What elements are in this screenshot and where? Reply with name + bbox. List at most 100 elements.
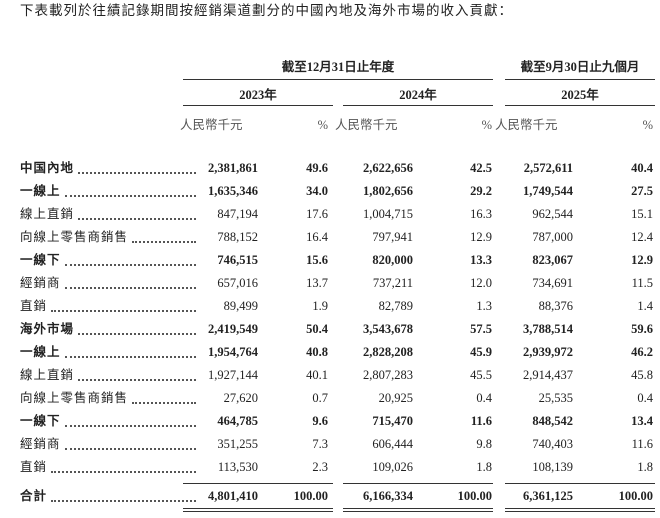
leader-dots: [78, 172, 196, 174]
period-header: 截至12月31日止年度: [281, 60, 395, 74]
percent-cell: 12.9: [631, 253, 653, 267]
amount-cell: 1,927,144: [208, 368, 258, 382]
percent-cell: 1.4: [637, 299, 653, 313]
row-label: 向線上零售商銷售: [20, 230, 129, 244]
rule: [505, 79, 655, 80]
row-label: 一線下: [20, 253, 61, 267]
percent-cell: 11.6: [470, 414, 492, 428]
amount-cell: 2,381,861: [208, 161, 258, 175]
amount-cell: 82,789: [378, 299, 413, 313]
amount-cell: 1,802,656: [363, 184, 413, 198]
amount-cell: 797,941: [372, 230, 413, 244]
rule: [505, 105, 655, 106]
amount-cell: 746,515: [217, 253, 258, 267]
percent-cell: 13.7: [306, 276, 328, 290]
row-label: 中国內地: [20, 161, 75, 175]
percent-cell: 50.4: [306, 322, 328, 336]
amount-cell: 848,542: [532, 414, 573, 428]
amount-cell: 787,000: [532, 230, 573, 244]
percent-cell: 34.0: [306, 184, 328, 198]
amount-cell: 737,211: [372, 276, 413, 290]
percent-cell: 13.4: [631, 414, 653, 428]
percent-cell: 40.4: [631, 161, 653, 175]
leader-dots: [132, 241, 196, 243]
percent-cell: 15.6: [306, 253, 328, 267]
percent-cell: 100.00: [457, 489, 492, 503]
amount-cell: 2,419,549: [208, 322, 258, 336]
amount-cell: 2,807,283: [363, 368, 413, 382]
amount-cell: 20,925: [378, 391, 413, 405]
row-label: 經銷商: [20, 437, 61, 451]
rule: [183, 483, 333, 484]
rule: [505, 483, 655, 484]
percent-cell: 45.5: [470, 368, 492, 382]
leader-dots: [51, 310, 196, 312]
amount-cell: 2,939,972: [523, 345, 573, 359]
percent-cell: 27.5: [631, 184, 653, 198]
leader-dots: [51, 500, 196, 502]
row-label: 經銷商: [20, 276, 61, 290]
percent-cell: 49.6: [306, 161, 328, 175]
percent-cell: 12.4: [631, 230, 653, 244]
amount-cell: 2,572,611: [523, 161, 573, 175]
amount-cell: 740,403: [532, 437, 573, 451]
amount-cell: 2,914,437: [523, 368, 573, 382]
amount-cell: 962,544: [532, 207, 573, 221]
leader-dots: [64, 356, 196, 358]
rule: [183, 105, 333, 106]
percent-cell: 12.9: [470, 230, 492, 244]
year-header: 2023年: [239, 88, 277, 102]
period-header: 截至9月30日止九個月: [520, 60, 640, 74]
year-header: 2024年: [399, 88, 437, 102]
amount-cell: 1,004,715: [363, 207, 413, 221]
amount-cell: 1,749,544: [523, 184, 573, 198]
percent-cell: 42.5: [470, 161, 492, 175]
unit-label: %: [642, 118, 653, 132]
percent-cell: 13.3: [470, 253, 492, 267]
percent-cell: 2.3: [312, 460, 328, 474]
percent-cell: 45.8: [631, 368, 653, 382]
rule: [343, 508, 493, 509]
percent-cell: 57.5: [470, 322, 492, 336]
percent-cell: 1.9: [312, 299, 328, 313]
percent-cell: 15.1: [631, 207, 653, 221]
unit-label: 人民幣千元: [180, 118, 243, 132]
percent-cell: 11.5: [631, 276, 653, 290]
leader-dots: [64, 195, 196, 197]
rule: [183, 508, 333, 509]
amount-cell: 4,801,410: [208, 489, 258, 503]
amount-cell: 820,000: [372, 253, 413, 267]
leader-dots: [51, 471, 196, 473]
amount-cell: 3,788,514: [523, 322, 573, 336]
row-label: 直銷: [20, 460, 48, 474]
percent-cell: 0.4: [476, 391, 492, 405]
rule: [343, 483, 493, 484]
amount-cell: 657,016: [217, 276, 258, 290]
amount-cell: 788,152: [217, 230, 258, 244]
rule: [183, 79, 493, 80]
leader-dots: [64, 448, 196, 450]
percent-cell: 100.00: [618, 489, 653, 503]
percent-cell: 17.6: [306, 207, 328, 221]
amount-cell: 25,535: [538, 391, 573, 405]
amount-cell: 6,361,125: [523, 489, 573, 503]
amount-cell: 464,785: [217, 414, 258, 428]
row-label: 直銷: [20, 299, 48, 313]
percent-cell: 9.8: [476, 437, 492, 451]
rule: [343, 511, 493, 512]
amount-cell: 823,067: [532, 253, 573, 267]
percent-cell: 11.6: [631, 437, 653, 451]
row-label: 合計: [20, 489, 48, 503]
row-label: 一線上: [20, 184, 61, 198]
amount-cell: 2,622,656: [363, 161, 413, 175]
leader-dots: [64, 264, 196, 266]
percent-cell: 7.3: [312, 437, 328, 451]
intro: 下表載列於往績記錄期間按經銷渠道劃分的中國內地及海外市場的收入貢獻：: [20, 3, 513, 18]
percent-cell: 1.8: [476, 460, 492, 474]
leader-dots: [132, 402, 196, 404]
unit-label: 人民幣千元: [495, 118, 558, 132]
leader-dots: [64, 425, 196, 427]
row-label: 海外市場: [20, 322, 75, 336]
rule: [505, 511, 655, 512]
amount-cell: 108,139: [532, 460, 573, 474]
